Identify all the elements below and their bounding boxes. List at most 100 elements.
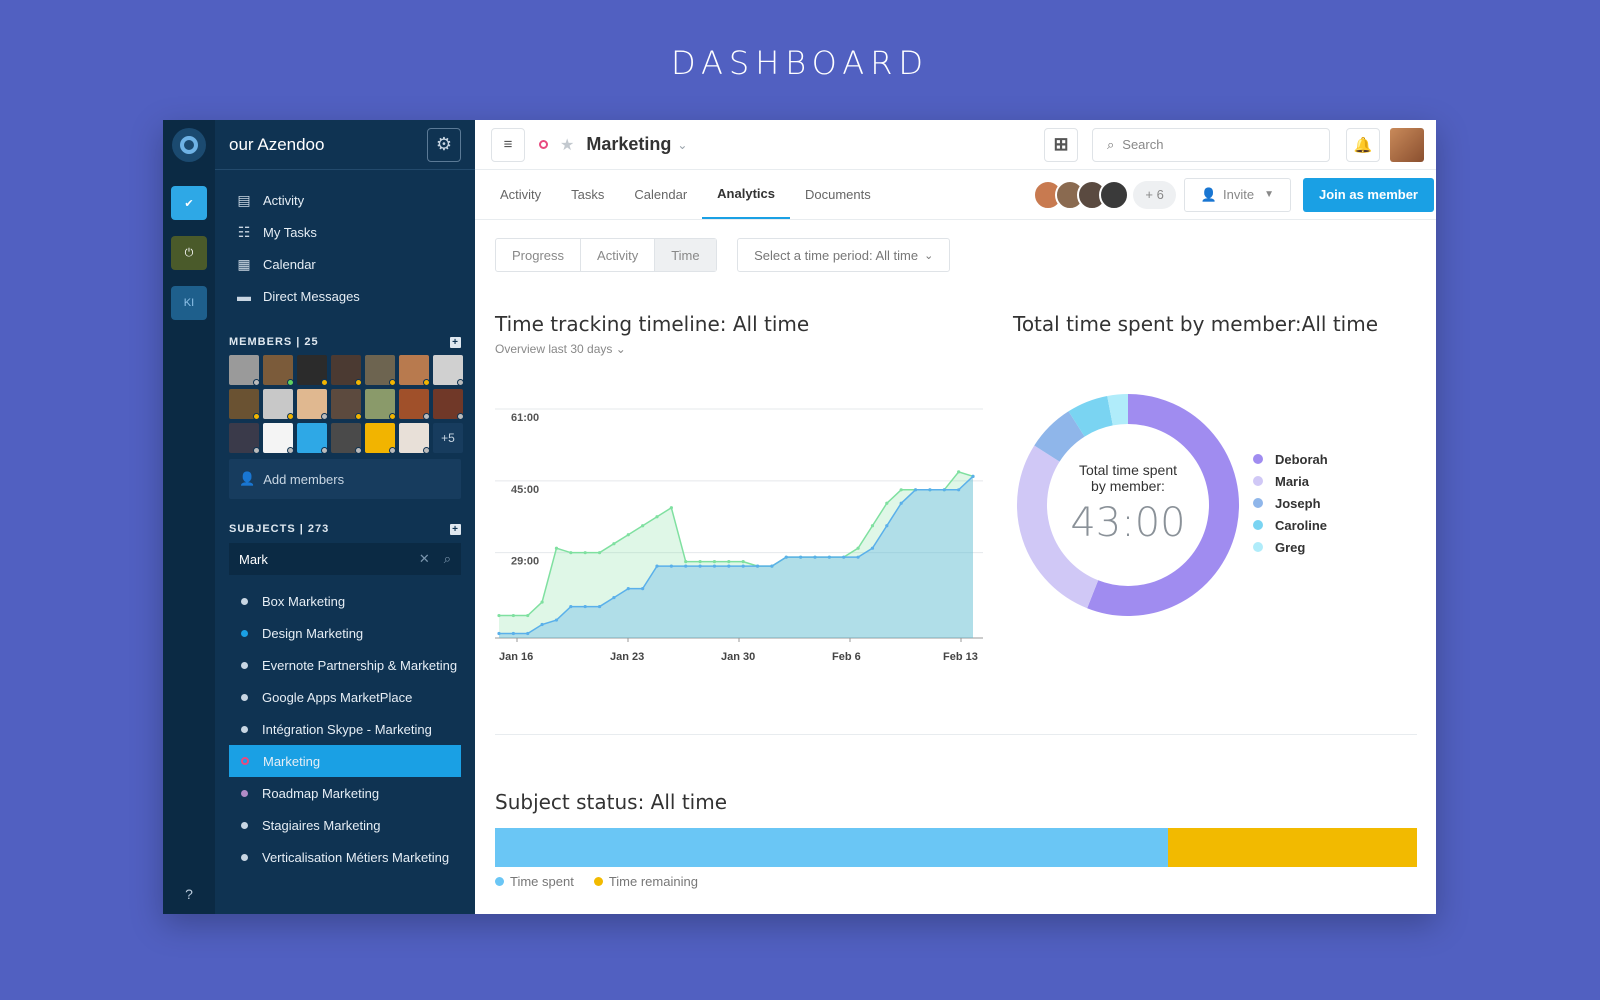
member-avatar[interactable]	[297, 423, 328, 454]
timeline-chart: 29:00 45:00 61:00 Jan 16 Jan 23 Jan 30 Feb 6 Fe…	[495, 408, 983, 663]
data-point	[870, 546, 875, 550]
member-avatar[interactable]	[399, 389, 430, 420]
member-avatar[interactable]	[433, 355, 464, 386]
data-point	[511, 631, 515, 636]
chevron-down-icon: ⌄	[924, 249, 934, 262]
search-input[interactable]: ⌕ Search	[1092, 127, 1330, 162]
member-avatar[interactable]	[229, 423, 260, 454]
subject-item[interactable]: Stagiaires Marketing	[229, 809, 461, 841]
legend-swatch	[1253, 520, 1263, 530]
data-point	[727, 560, 731, 564]
data-point	[885, 501, 889, 505]
member-avatar[interactable]	[399, 355, 430, 386]
messages-icon: ▬	[237, 288, 251, 304]
chevron-down-icon[interactable]: ⌄	[677, 137, 688, 152]
data-point	[655, 515, 659, 519]
data-point	[755, 564, 760, 568]
member-avatar[interactable]	[399, 423, 430, 454]
add-member-icon[interactable]: +	[450, 336, 461, 348]
sidebar-item-direct-messages[interactable]: ▬ Direct Messages	[215, 280, 475, 312]
status-bar	[495, 828, 1417, 867]
member-avatar[interactable]	[263, 389, 294, 420]
sidebar-item-label: Calendar	[263, 256, 316, 272]
settings-gear-icon[interactable]: ⚙	[427, 127, 461, 162]
user-avatar[interactable]	[1390, 127, 1424, 162]
status-title: Subject status: All time	[495, 790, 728, 814]
x-tick-label: Jan 16	[499, 651, 533, 663]
subject-title[interactable]: Marketing	[586, 134, 672, 154]
page-title: DASHBOARD	[670, 44, 930, 82]
member-head-avatar[interactable]	[1099, 179, 1130, 210]
subject-item[interactable]: Box Marketing	[229, 585, 461, 617]
star-icon[interactable]: ★	[560, 136, 575, 154]
member-avatar[interactable]	[297, 355, 328, 386]
add-user-icon: 👤	[1200, 186, 1218, 202]
data-point	[626, 533, 630, 537]
subject-item[interactable]: Verticalisation Métiers Marketing	[229, 841, 461, 873]
members-more-count[interactable]: +5	[433, 423, 463, 453]
data-point	[583, 551, 587, 555]
sidebar-item-activity[interactable]: ▤ Activity	[215, 184, 475, 216]
sidebar-item-my-tasks[interactable]: ☷ My Tasks	[215, 216, 475, 248]
data-point	[626, 587, 630, 591]
member-avatar[interactable]	[229, 389, 260, 420]
subject-item[interactable]: Evernote Partnership & Marketing	[229, 649, 461, 681]
sidebar: our Azendoo ⚙ ▤ Activity ☷ My Tasks ▦ Calen…	[215, 120, 475, 914]
member-avatar[interactable]	[331, 355, 362, 386]
data-point	[856, 555, 860, 559]
clear-search-icon[interactable]: ✕	[418, 551, 430, 566]
member-avatar[interactable]	[433, 389, 464, 420]
segment-activity[interactable]: Activity	[581, 239, 656, 271]
add-members-button[interactable]: 👤 Add members	[229, 459, 461, 499]
subject-item[interactable]: Intégration Skype - Marketing	[229, 713, 461, 745]
series-line	[499, 475, 974, 635]
tab-documents[interactable]: Documents	[804, 187, 871, 202]
data-point	[971, 474, 975, 478]
chevron-down-icon: ⌄	[615, 342, 626, 356]
member-avatar[interactable]	[229, 355, 260, 386]
invite-button[interactable]: 👤 Invite ▼	[1183, 177, 1291, 212]
segment-progress[interactable]: Progress	[496, 239, 582, 271]
bell-icon[interactable]: 🔔	[1346, 127, 1380, 162]
tab-analytics[interactable]: Analytics	[702, 170, 790, 219]
tab-calendar[interactable]: Calendar	[634, 187, 688, 202]
workspace-darwin-icon[interactable]: ⏻	[171, 236, 207, 270]
subject-bullet	[241, 661, 248, 669]
app-logo-icon[interactable]	[172, 128, 206, 162]
member-avatar[interactable]	[365, 423, 396, 454]
time-period-select[interactable]: Select a time period: All time ⌄	[737, 238, 951, 272]
subject-item[interactable]: Roadmap Marketing	[229, 777, 461, 809]
subject-search-input[interactable]: Mark ✕ ⌕	[229, 543, 461, 575]
data-point	[842, 555, 846, 559]
data-point	[899, 501, 903, 505]
member-avatar[interactable]	[263, 423, 294, 454]
subject-item[interactable]: Design Marketing	[229, 617, 461, 649]
member-avatar[interactable]	[365, 389, 396, 420]
timeline-period-dropdown[interactable]: Overview last 30 days ⌄	[495, 342, 975, 356]
member-avatar[interactable]	[297, 389, 328, 420]
donut-slice	[1107, 394, 1129, 426]
data-point	[497, 613, 501, 618]
tab-activity[interactable]: Activity	[500, 187, 542, 202]
member-avatar[interactable]	[263, 355, 294, 386]
subject-item-active[interactable]: Marketing	[229, 745, 461, 777]
member-avatar[interactable]	[331, 389, 362, 420]
workspace-ki-icon[interactable]: KI	[171, 286, 207, 320]
workspace-azendoo-icon[interactable]: ✔	[171, 186, 207, 220]
data-point	[554, 546, 559, 550]
add-icon[interactable]: ⊞	[1044, 127, 1078, 162]
segment-time[interactable]: Time	[655, 239, 716, 271]
donut-chart	[1017, 394, 1239, 616]
add-subject-icon[interactable]: +	[450, 523, 461, 535]
help-icon[interactable]: ?	[185, 886, 193, 902]
member-avatar[interactable]	[365, 355, 396, 386]
sidebar-item-calendar[interactable]: ▦ Calendar	[215, 248, 475, 280]
x-tick-label: Jan 30	[721, 651, 755, 663]
join-as-member-button[interactable]: Join as member	[1303, 177, 1434, 212]
search-icon[interactable]: ⌕	[443, 551, 451, 566]
subject-item[interactable]: Google Apps MarketPlace	[229, 681, 461, 713]
menu-icon[interactable]: ≡	[491, 127, 525, 162]
more-members-count[interactable]: + 6	[1133, 180, 1176, 209]
tab-tasks[interactable]: Tasks	[571, 187, 605, 202]
member-avatar[interactable]	[331, 423, 362, 454]
